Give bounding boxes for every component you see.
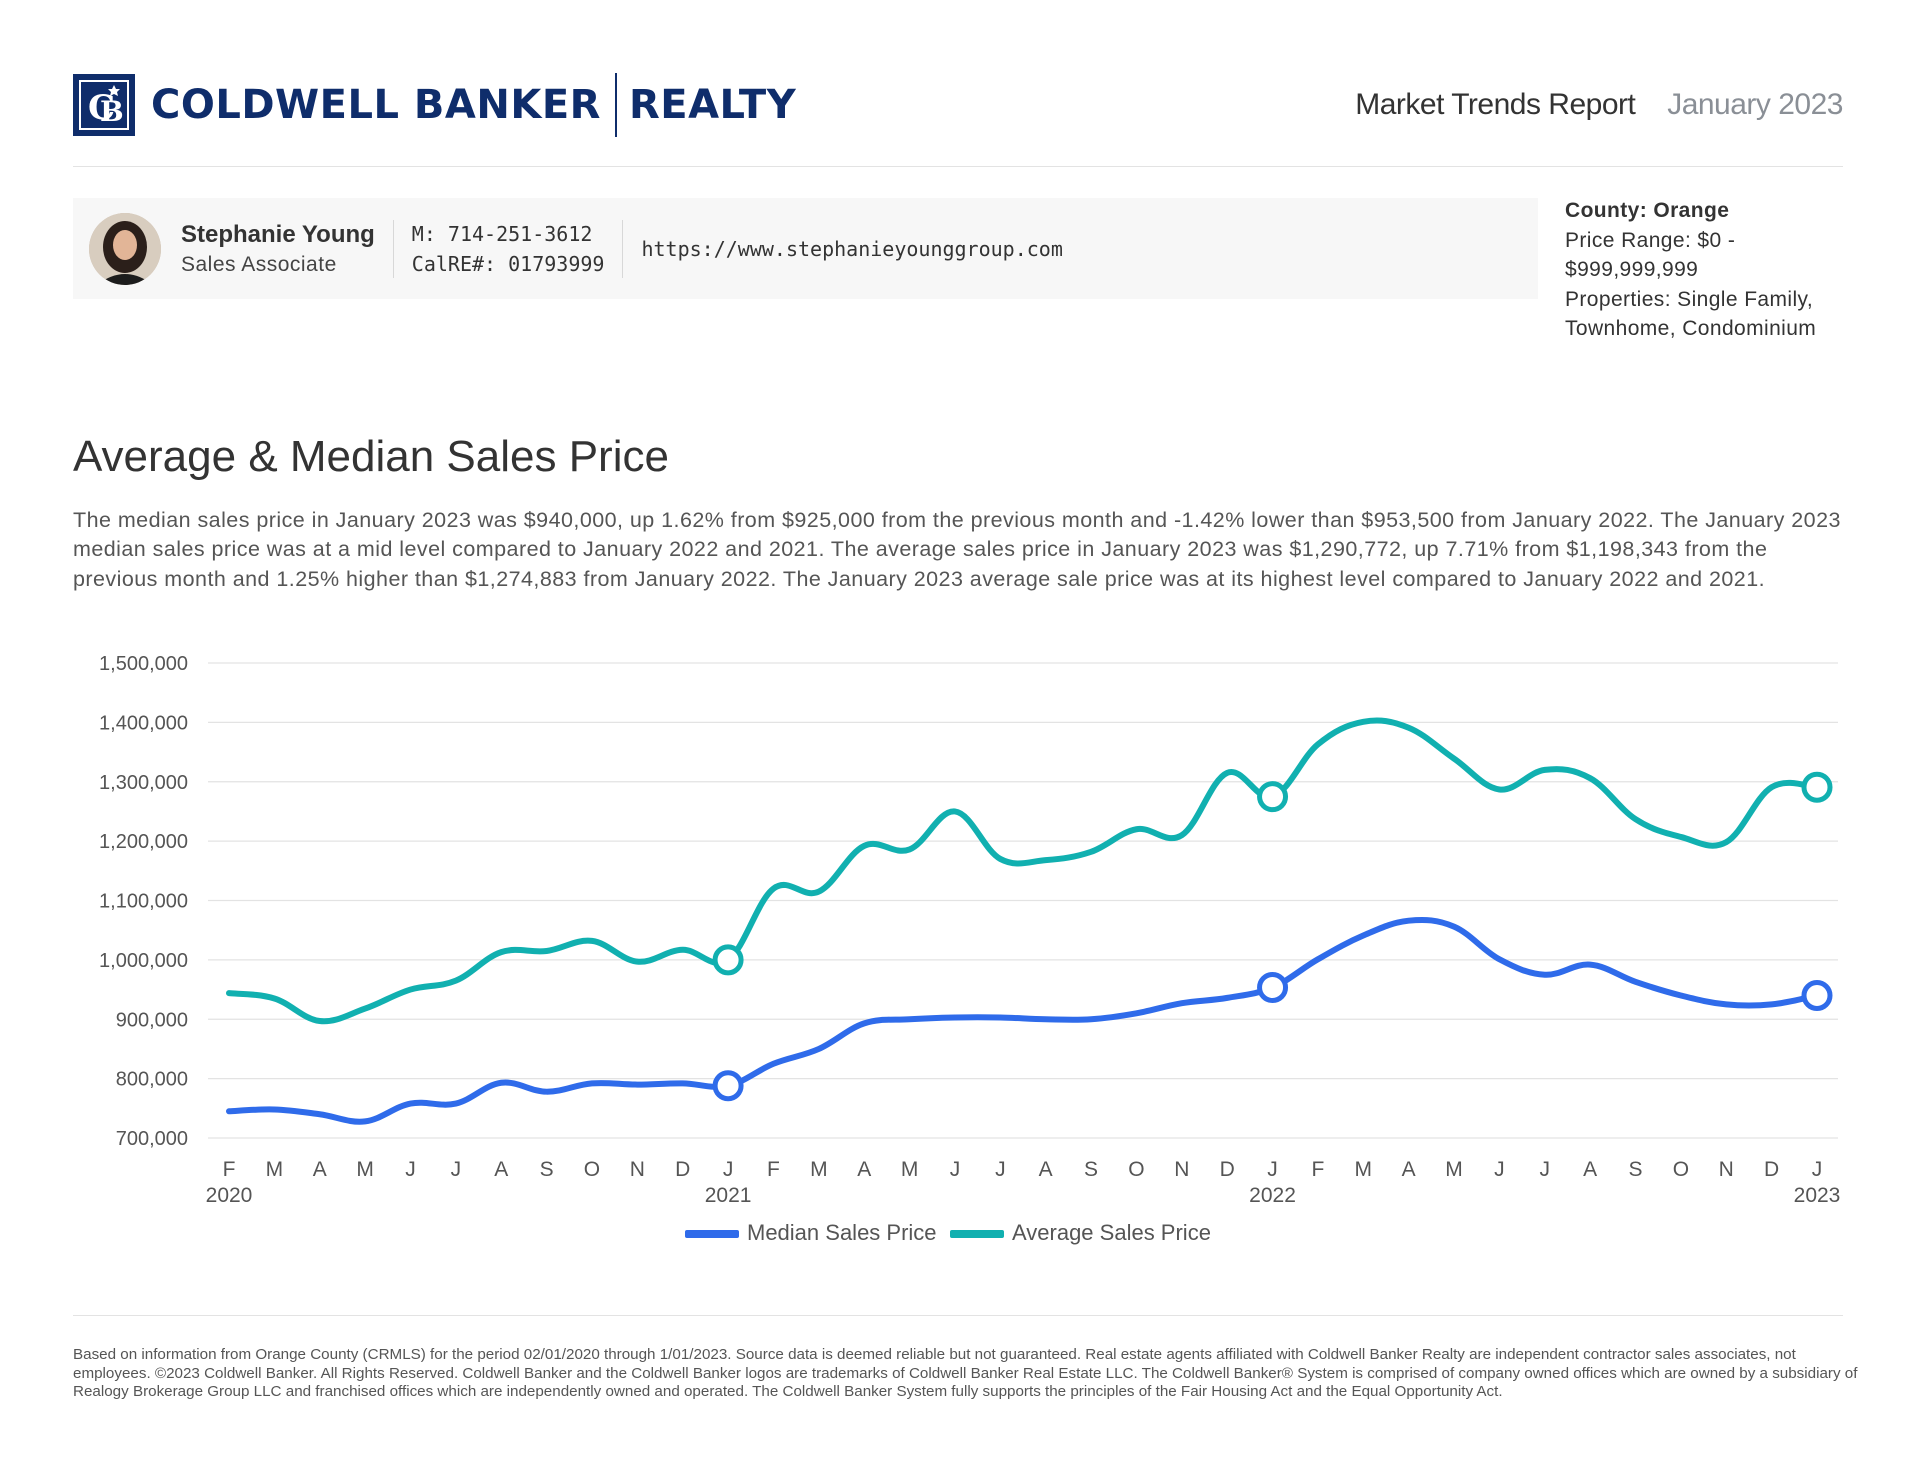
x-tick-label: S (1084, 1158, 1098, 1181)
x-tick-label: A (1402, 1158, 1416, 1181)
x-tick-label: J (995, 1158, 1006, 1181)
x-tick-label: F (1312, 1158, 1325, 1181)
agent-name: Stephanie Young (181, 220, 375, 248)
section-summary: The median sales price in January 2023 w… (73, 508, 1841, 591)
y-tick-label: 1,100,000 (99, 891, 188, 913)
criteria-price-range: Price Range: $0 - $999,999,999 (1565, 228, 1736, 282)
agent-card: Stephanie Young Sales Associate M: 714-2… (73, 198, 1538, 299)
x-tick-label: D (675, 1158, 690, 1181)
x-tick-label: A (857, 1158, 871, 1181)
y-tick-label: 1,200,000 (99, 831, 188, 853)
agent-license: CalRE#: 01793999 (411, 251, 605, 276)
y-tick-label: 900,000 (116, 1009, 188, 1031)
report-title: Market Trends Report January 2023 (1355, 88, 1843, 122)
median-sales-price-point (1801, 980, 1833, 1011)
x-tick-label: N (630, 1158, 645, 1181)
footer-divider (73, 1315, 1843, 1316)
card-divider (392, 219, 394, 278)
x-year-label: 2022 (1249, 1184, 1296, 1207)
x-tick-label: N (1174, 1158, 1189, 1181)
average-sales-price-point (1801, 771, 1833, 803)
x-tick-label: A (494, 1158, 508, 1181)
x-tick-label: O (584, 1158, 600, 1181)
x-tick-label: M (901, 1158, 919, 1181)
brand-divider (614, 73, 617, 137)
x-tick-label: M (1355, 1158, 1373, 1181)
x-tick-label: S (1629, 1158, 1643, 1181)
x-year-label: 2020 (206, 1184, 253, 1207)
brand-logo: C B COLDWELL BANKER REALTY (73, 72, 796, 138)
x-tick-label: D (1220, 1158, 1235, 1181)
brand-name: COLDWELL BANKER (151, 82, 601, 128)
x-tick-label: A (1583, 1158, 1597, 1181)
sales-price-chart: 1,500,000 1,400,000 1,300,000 1,200,000 1,10… (99, 653, 1841, 1245)
footer-disclaimer: Based on information from Orange County … (73, 1346, 1858, 1400)
x-tick-label: O (1128, 1158, 1144, 1181)
x-year-label: 2023 (1794, 1184, 1841, 1207)
average-sales-price-line (226, 717, 1820, 1025)
x-tick-label: M (266, 1158, 284, 1181)
y-tick-label: 1,500,000 (99, 653, 188, 675)
average-sales-price-point (712, 944, 744, 976)
x-tick-label: A (313, 1158, 327, 1181)
cb-logo-icon: C B (73, 74, 135, 136)
report-name: Market Trends Report (1355, 88, 1636, 121)
x-tick-label: J (1540, 1158, 1551, 1181)
x-tick-label: J (405, 1158, 416, 1181)
report-date: January 2023 (1667, 88, 1843, 121)
median-sales-price-point (712, 1070, 744, 1102)
criteria-county: County: Orange (1565, 199, 1730, 222)
svg-text:B: B (100, 95, 124, 128)
average-sales-price-point (1257, 781, 1289, 813)
x-tick-label: J (451, 1158, 462, 1181)
x-tick-label: M (810, 1158, 828, 1181)
y-tick-label: 800,000 (116, 1069, 188, 1091)
x-tick-label: J (1494, 1158, 1505, 1181)
x-tick-label: J (723, 1158, 734, 1181)
legend-label-median-sales-price: Median Sales Price (747, 1220, 937, 1245)
median-sales-price-line (226, 916, 1820, 1125)
brand-suffix: REALTY (628, 82, 797, 128)
x-tick-label: J (1267, 1158, 1278, 1181)
card-divider (622, 219, 624, 278)
criteria-properties: Properties: Single Family, Townhome, Con… (1565, 287, 1817, 341)
y-tick-label: 700,000 (116, 1128, 188, 1150)
section-title: Average & Median Sales Price (73, 432, 669, 481)
x-tick-label: S (540, 1158, 554, 1181)
report-criteria: County: Orange Price Range: $0 - $999,99… (1565, 196, 1865, 344)
legend-swatch-median-sales-price (685, 1230, 739, 1238)
header-divider (73, 166, 1843, 167)
legend-label-average-sales-price: Average Sales Price (1012, 1220, 1211, 1245)
x-tick-label: D (1764, 1158, 1779, 1181)
x-tick-label: F (767, 1158, 780, 1181)
x-tick-label: F (223, 1158, 236, 1181)
x-tick-label: O (1673, 1158, 1689, 1181)
y-tick-label: 1,000,000 (99, 950, 188, 972)
avatar (89, 212, 161, 285)
x-tick-label: A (1039, 1158, 1053, 1181)
legend-swatch-average-sales-price (950, 1230, 1004, 1238)
x-year-label: 2021 (705, 1184, 752, 1207)
y-tick-label: 1,400,000 (99, 712, 188, 734)
agent-website-link[interactable]: https://www.stephanieyounggroup.com (641, 236, 1063, 261)
x-tick-label: M (1445, 1158, 1463, 1181)
agent-mobile: M: 714-251-3612 (411, 221, 593, 246)
y-tick-label: 1,300,000 (99, 772, 188, 794)
median-sales-price-point (1257, 971, 1289, 1003)
x-tick-label: J (1812, 1158, 1823, 1181)
x-tick-label: M (356, 1158, 374, 1181)
x-tick-label: J (950, 1158, 961, 1181)
agent-role: Sales Associate (181, 252, 337, 276)
x-tick-label: N (1719, 1158, 1734, 1181)
